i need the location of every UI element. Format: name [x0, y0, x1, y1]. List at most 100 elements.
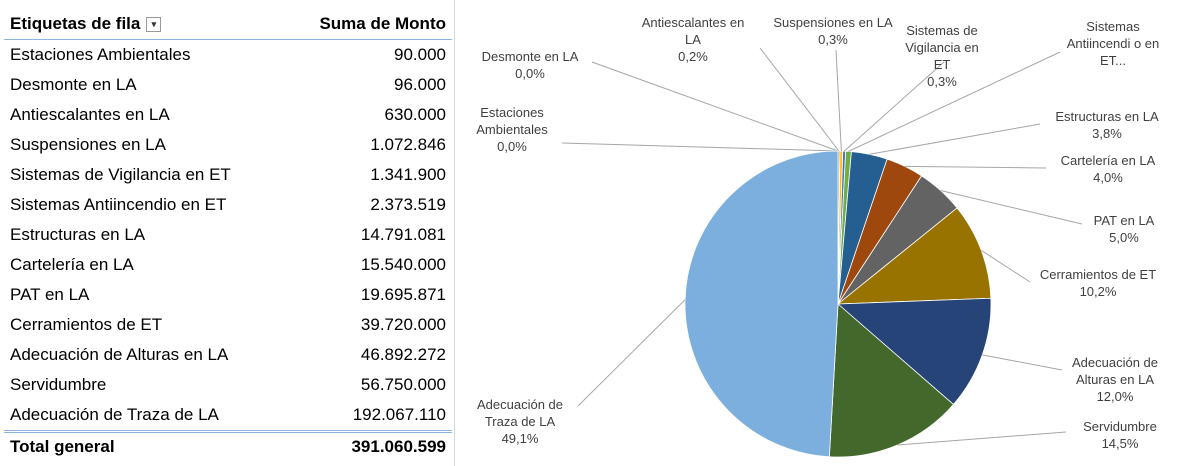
label-category: Adecuación de Traza de LA: [476, 397, 563, 429]
row-label: PAT en LA: [10, 285, 90, 304]
data-label: Sistemas Antiincendi o en ET...: [1058, 18, 1168, 69]
label-percent: 0,3%: [818, 32, 848, 47]
leader-line: [981, 249, 1031, 283]
data-label: Servidumbre 14,5%: [1065, 418, 1175, 452]
data-label: Adecuación de Alturas en LA 12,0%: [1058, 354, 1173, 405]
header-cell: Etiquetas de fila ▾: [4, 8, 285, 40]
table-row: Suspensiones en LA 1.072.846: [4, 130, 452, 160]
data-label: Antiescalantes en LA 0,2%: [638, 14, 748, 65]
leader-line: [940, 190, 1083, 225]
data-label: PAT en LA 5,0%: [1079, 212, 1169, 246]
label-category: Antiescalantes en LA: [641, 15, 745, 47]
table-row: Estaciones Ambientales 90.000: [4, 40, 452, 71]
table-row: Antiescalantes en LA 630.000: [4, 100, 452, 130]
table-row: Desmonte en LA 96.000: [4, 70, 452, 100]
table-row: Adecuación de Alturas en LA 46.892.272: [4, 340, 452, 370]
row-value: 56.750.000: [360, 375, 446, 394]
filter-button[interactable]: ▾: [146, 16, 162, 32]
table-row: PAT en LA 19.695.871: [4, 280, 452, 310]
label-category: Estructuras en LA: [1055, 109, 1159, 124]
row-label: Sistemas de Vigilancia en ET: [10, 165, 231, 184]
table-row: Sistemas de Vigilancia en ET 1.341.900: [4, 160, 452, 190]
label-percent: 3,8%: [1092, 126, 1122, 141]
label-category: Estaciones Ambientales: [476, 105, 548, 137]
row-label: Cartelería en LA: [10, 255, 134, 274]
data-label: Cartelería en LA 4,0%: [1043, 152, 1173, 186]
leader-line: [835, 49, 842, 152]
leader-line: [848, 51, 1061, 152]
label-percent: 49,1%: [501, 431, 539, 446]
row-value: 90.000: [394, 45, 446, 64]
label-category: Cerramientos de ET: [1039, 267, 1157, 282]
label-percent: 14,5%: [1101, 436, 1139, 451]
leader-line: [843, 61, 945, 152]
label-percent: 0,0%: [497, 139, 527, 154]
data-label: Estructuras en LA 3,8%: [1037, 108, 1177, 142]
row-label: Suspensiones en LA: [10, 135, 166, 154]
label-category: Desmonte en LA: [481, 49, 579, 64]
data-label: Estaciones Ambientales 0,0%: [457, 104, 567, 155]
label-category: Suspensiones en LA: [773, 15, 893, 30]
row-value: 1.341.900: [370, 165, 446, 184]
row-label: Servidumbre: [10, 375, 107, 394]
pie-slice: [828, 303, 954, 458]
row-value: 96.000: [394, 75, 446, 94]
label-percent: 0,2%: [678, 49, 708, 64]
leader-line: [759, 47, 840, 152]
row-label: Sistemas Antiincendio en ET: [10, 195, 227, 214]
label-percent: 0,0%: [515, 66, 545, 81]
row-label: Antiescalantes en LA: [10, 105, 170, 124]
pie-slice: [836, 207, 992, 305]
row-label: Desmonte en LA: [10, 75, 137, 94]
label-category: Servidumbre: [1083, 419, 1157, 434]
row-value: 2.373.519: [370, 195, 446, 214]
data-label: Desmonte en LA 0,0%: [465, 48, 595, 82]
label-category: PAT en LA: [1093, 213, 1155, 228]
label-percent: 12,0%: [1096, 389, 1134, 404]
table-row: Sistemas Antiincendio en ET 2.373.519: [4, 190, 452, 220]
row-value: 14.791.081: [360, 225, 446, 244]
table-row: Total general 391.060.599: [4, 430, 452, 461]
pivot-table: Etiquetas de fila ▾ Suma de Monto Estacio…: [4, 8, 452, 461]
label-category: Sistemas de Vigilancia en ET: [905, 23, 979, 72]
label-category: Sistemas Antiincendi o en ET...: [1066, 19, 1160, 68]
data-label: Suspensiones en LA 0,3%: [766, 14, 901, 48]
header-cell: Suma de Monto: [284, 8, 452, 40]
leader-line: [561, 142, 839, 152]
row-value: 391.060.599: [284, 430, 452, 461]
leader-line: [982, 354, 1063, 371]
label-category: Cartelería en LA: [1060, 153, 1156, 168]
row-label: Estructuras en LA: [10, 225, 146, 244]
data-label: Cerramientos de ET 10,2%: [1033, 266, 1163, 300]
label-category: Adecuación de Alturas en LA: [1071, 355, 1158, 387]
data-label: Adecuación de Traza de LA 49,1%: [460, 396, 580, 447]
table-row: Cartelería en LA 15.540.000: [4, 250, 452, 280]
pie-slice: [684, 150, 839, 458]
separator: [454, 0, 455, 466]
row-value: 630.000: [384, 105, 446, 124]
row-value: 1.072.846: [370, 135, 446, 154]
row-label: Estaciones Ambientales: [10, 45, 191, 64]
data-label: Sistemas de Vigilancia en ET 0,3%: [903, 22, 981, 90]
row-label: Cerramientos de ET: [10, 315, 163, 334]
table-row: Estructuras en LA 14.791.081: [4, 220, 452, 250]
label-percent: 4,0%: [1093, 170, 1123, 185]
table-row: Cerramientos de ET 39.720.000: [4, 310, 452, 340]
table-row: Servidumbre 56.750.000: [4, 370, 452, 400]
row-value: 15.540.000: [360, 255, 446, 274]
leader-line: [591, 61, 839, 152]
row-label: Total general: [4, 430, 285, 461]
leader-line: [897, 431, 1067, 446]
label-percent: 0,3%: [927, 74, 957, 89]
label-percent: 5,0%: [1109, 230, 1139, 245]
leader-line: [869, 123, 1041, 155]
leader-line: [577, 299, 686, 407]
row-value: 192.067.110: [352, 405, 446, 424]
row-label: Adecuación de Traza de LA: [10, 405, 219, 424]
pie-slice: [836, 297, 992, 406]
label-percent: 10,2%: [1079, 284, 1117, 299]
leader-line: [904, 165, 1047, 169]
row-value: 39.720.000: [360, 315, 446, 334]
